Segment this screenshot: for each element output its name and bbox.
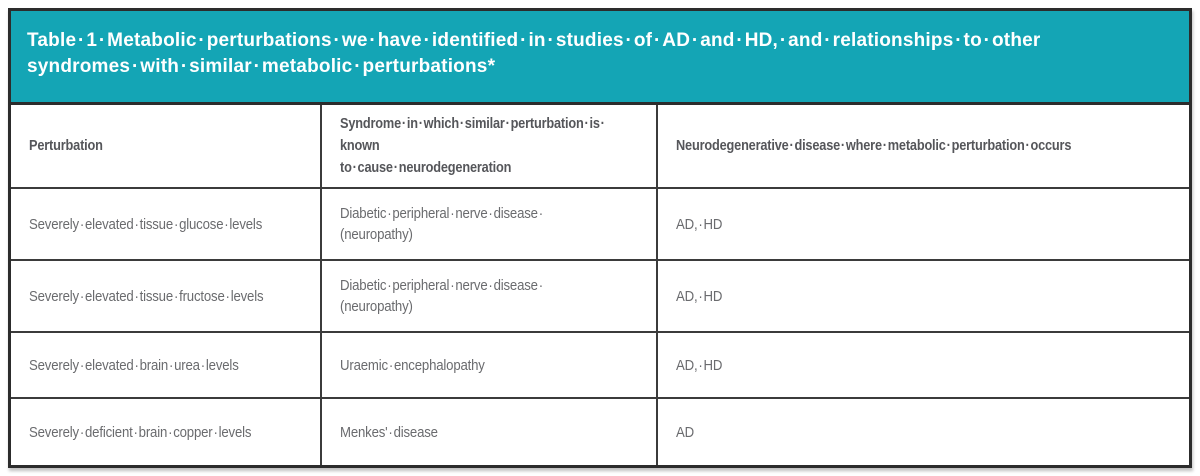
table-caption: Table · 1 · Metabolic · perturbations · … <box>27 30 1041 77</box>
cell-disease: AD, · HD <box>658 333 1189 399</box>
cell-text: Severely · elevated · tissue · fructose … <box>29 287 264 305</box>
data-table: Perturbation Syndrome · in · which · sim… <box>11 105 1189 465</box>
column-header-label: Neurodegenerative · disease · where · me… <box>676 138 1072 154</box>
cell-syndrome: Diabetic · peripheral · nerve · disease … <box>322 261 658 333</box>
cell-text: AD, · HD <box>676 215 723 233</box>
cell-text: Severely · elevated · brain · urea · lev… <box>29 356 239 374</box>
cell-syndrome: Menkes' · disease <box>322 399 658 465</box>
cell-text: AD, · HD <box>676 287 723 305</box>
column-header-label: Perturbation <box>29 138 103 154</box>
metabolic-perturbations-table-figure: Table · 1 · Metabolic · perturbations · … <box>8 8 1192 468</box>
cell-syndrome: Diabetic · peripheral · nerve · disease … <box>322 189 658 261</box>
cell-text: AD, · HD <box>676 356 723 374</box>
cell-text: Menkes' · disease <box>340 423 438 441</box>
column-header-disease: Neurodegenerative · disease · where · me… <box>658 105 1189 189</box>
column-header-perturbation: Perturbation <box>11 105 322 189</box>
cell-perturbation: Severely · deficient · brain · copper · … <box>11 399 322 465</box>
cell-text: Diabetic · peripheral · nerve · disease … <box>340 277 544 315</box>
cell-perturbation: Severely · elevated · tissue · glucose ·… <box>11 189 322 261</box>
cell-disease: AD, · HD <box>658 261 1189 333</box>
column-header-label: Syndrome · in · which · similar · pertur… <box>340 116 605 176</box>
cell-text: Severely · elevated · tissue · glucose ·… <box>29 215 263 233</box>
cell-perturbation: Severely · elevated · tissue · fructose … <box>11 261 322 333</box>
cell-text: Severely · deficient · brain · copper · … <box>29 423 252 441</box>
cell-text: Uraemic · encephalopathy <box>340 356 485 374</box>
column-header-syndrome: Syndrome · in · which · similar · pertur… <box>322 105 658 189</box>
cell-syndrome: Uraemic · encephalopathy <box>322 333 658 399</box>
cell-text: AD <box>676 423 694 441</box>
cell-disease: AD, · HD <box>658 189 1189 261</box>
cell-disease: AD <box>658 399 1189 465</box>
cell-text: Diabetic · peripheral · nerve · disease … <box>340 205 544 243</box>
table-caption-band: Table · 1 · Metabolic · perturbations · … <box>11 11 1189 105</box>
cell-perturbation: Severely · elevated · brain · urea · lev… <box>11 333 322 399</box>
